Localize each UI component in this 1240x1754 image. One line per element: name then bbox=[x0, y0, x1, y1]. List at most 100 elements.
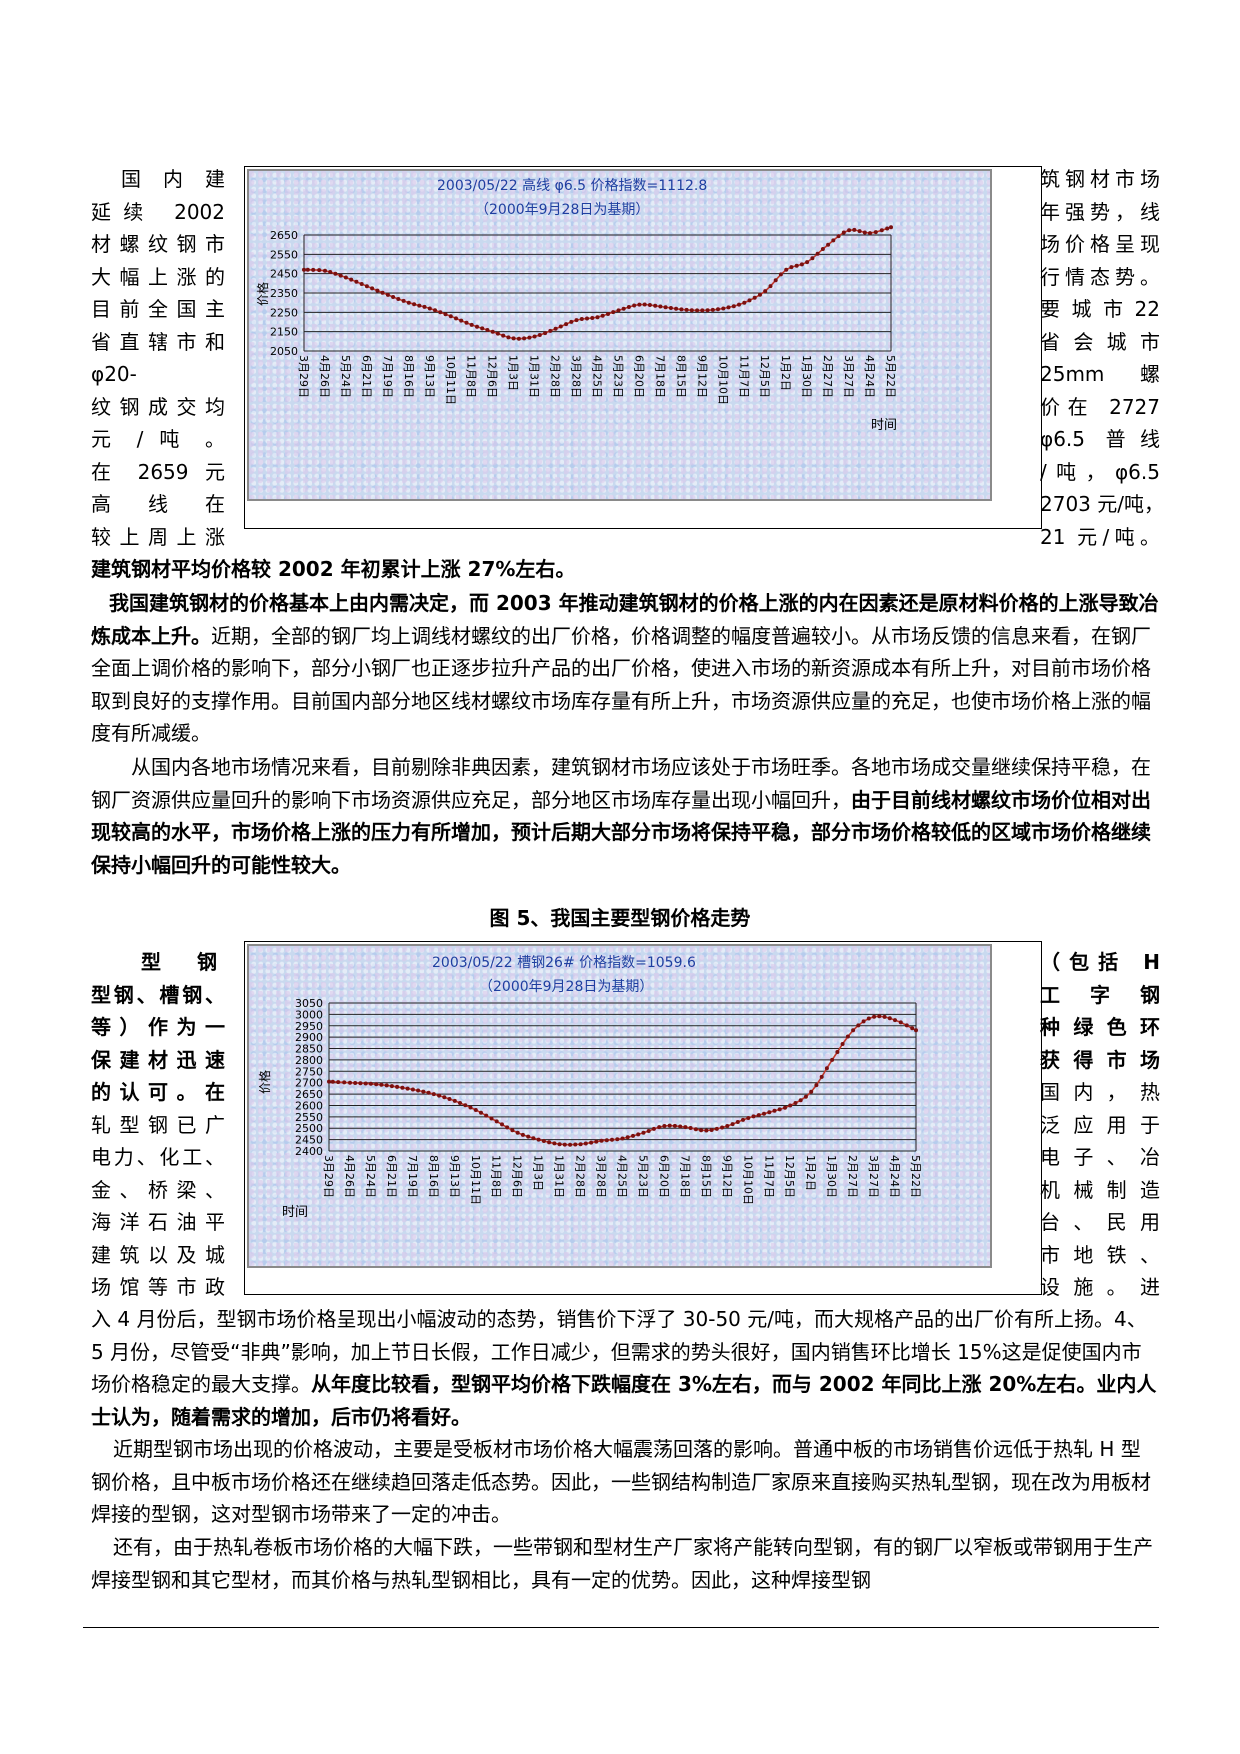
side-text-line: 设施。进 bbox=[1040, 1275, 1160, 1299]
side-text-line: 场价格呈现 bbox=[1040, 232, 1160, 256]
data-point bbox=[631, 1133, 635, 1138]
data-point bbox=[857, 229, 862, 234]
x-tick-label: 3月28日 bbox=[595, 1155, 608, 1198]
side-text-line: 种绿色环 bbox=[1040, 1015, 1160, 1039]
x-tick-label: 7月19日 bbox=[381, 355, 394, 398]
side-text-line: 金、桥梁、 bbox=[91, 1177, 225, 1202]
x-tick-label: 2月28日 bbox=[574, 1155, 587, 1198]
data-point bbox=[422, 304, 427, 309]
data-point bbox=[674, 306, 679, 311]
data-point bbox=[720, 1125, 725, 1130]
data-point bbox=[505, 1125, 510, 1130]
data-point bbox=[469, 322, 474, 327]
data-point bbox=[879, 228, 884, 233]
y-tick-label: 2950 bbox=[295, 1020, 323, 1033]
data-point bbox=[427, 306, 432, 311]
x-tick-label: 8月16日 bbox=[402, 355, 415, 398]
data-point bbox=[667, 1123, 672, 1128]
data-point bbox=[353, 1081, 358, 1085]
data-point bbox=[788, 1103, 793, 1108]
data-point bbox=[421, 1089, 426, 1094]
data-point bbox=[803, 1094, 808, 1099]
data-point bbox=[679, 307, 684, 312]
data-point bbox=[342, 1080, 347, 1085]
data-point bbox=[311, 267, 316, 272]
data-point bbox=[726, 305, 731, 310]
side-text-line: 型 钢 bbox=[141, 950, 217, 974]
side-text-line: φ20- bbox=[91, 362, 137, 386]
side-text-line: 元 / 吨 。 bbox=[91, 427, 225, 451]
side-text-line: 等）作为一 bbox=[91, 1015, 225, 1039]
data-point bbox=[678, 1124, 683, 1129]
data-point bbox=[710, 307, 715, 312]
side-text-line: 轧型钢已广 bbox=[91, 1112, 225, 1137]
data-point bbox=[454, 316, 458, 321]
figure-5-caption: 图 5、我国主要型钢价格走势 bbox=[489, 906, 751, 930]
side-text-line: 国内，热 bbox=[1040, 1080, 1160, 1104]
data-point bbox=[368, 1081, 373, 1086]
data-point bbox=[695, 308, 700, 313]
data-point bbox=[359, 282, 364, 286]
data-point bbox=[464, 320, 469, 325]
left-column-text-1: 国内建 延续 2002 材螺纹钢市 大幅上涨的 目前全国主 省直辖市和 φ20- 纹钢成交均元… bbox=[91, 163, 225, 553]
data-point bbox=[305, 267, 310, 272]
paragraph-3-text: 从国内各地市场情况来看，目前剔除非典因素，建筑钢材市场应该处于市场旺季。各地市场… bbox=[91, 755, 1151, 812]
data-point bbox=[515, 1130, 520, 1135]
line-chart-wire-rod: 2003/05/22 高线 φ6.5 价格指数=1112.8 （2000年9月28… bbox=[255, 177, 897, 433]
data-point bbox=[767, 1110, 772, 1115]
data-point bbox=[709, 1128, 714, 1132]
data-point bbox=[700, 308, 705, 313]
x-tick-label: 4月26日 bbox=[343, 1155, 356, 1198]
data-point bbox=[442, 1095, 447, 1100]
x-tick-label: 5月24日 bbox=[364, 1155, 377, 1198]
data-point bbox=[904, 1023, 909, 1028]
paragraph-5: 近期型钢市场出现的价格波动，主要是受板材市场价格大幅震荡回落的影响。普通中板的市… bbox=[91, 1433, 1159, 1531]
data-point bbox=[662, 1124, 667, 1128]
data-point bbox=[805, 260, 810, 265]
data-point bbox=[620, 1136, 625, 1141]
data-point bbox=[621, 306, 626, 311]
data-point bbox=[599, 1138, 604, 1143]
data-point bbox=[793, 1101, 798, 1105]
data-point bbox=[758, 292, 762, 297]
x-tick-label: 12月6日 bbox=[486, 355, 499, 398]
data-point bbox=[887, 1016, 892, 1021]
x-tick-label: 4月24日 bbox=[888, 1155, 901, 1198]
data-point bbox=[794, 263, 799, 268]
data-point bbox=[889, 225, 893, 230]
x-tick-label: 3月28日 bbox=[570, 355, 583, 398]
y-tick-label: 2600 bbox=[295, 1099, 323, 1112]
x-tick-label: 2月27日 bbox=[846, 1155, 859, 1198]
data-point bbox=[773, 278, 778, 283]
price-chart-rebar: 2003/05/22 高线 φ6.5 价格指数=1112.8 （2000年9月28… bbox=[244, 166, 1042, 529]
x-tick-label: 4月26日 bbox=[318, 355, 331, 398]
x-tick-label: 1月31日 bbox=[553, 1155, 566, 1198]
data-point bbox=[910, 1026, 915, 1031]
data-point bbox=[741, 1117, 745, 1122]
data-point bbox=[448, 314, 453, 319]
data-point bbox=[401, 298, 406, 303]
data-point bbox=[746, 1116, 751, 1120]
data-point bbox=[873, 230, 878, 235]
side-text-line: 海洋石油平 bbox=[91, 1210, 225, 1234]
data-point bbox=[343, 275, 348, 280]
y-tick-label: 2450 bbox=[295, 1134, 323, 1147]
paragraph-4-bold: 从年度比较看，型钢平均价格下跌幅度在 3%左右，而与 2002 年同比上涨 20… bbox=[91, 1372, 1157, 1429]
data-point bbox=[323, 268, 327, 273]
x-tick-label: 10月10日 bbox=[716, 355, 729, 405]
series-line bbox=[304, 226, 892, 340]
y-axis-label: 价格 bbox=[255, 282, 270, 306]
data-point bbox=[742, 300, 747, 305]
x-tick-label: 1月3日 bbox=[507, 355, 520, 391]
y-tick-label: 2850 bbox=[295, 1043, 323, 1056]
data-point bbox=[364, 284, 369, 289]
side-text-line: 较上周上涨 bbox=[91, 524, 225, 549]
x-axis-label: 时间 bbox=[871, 418, 897, 433]
x-tick-label: 5月22日 bbox=[884, 355, 897, 398]
data-point bbox=[574, 318, 579, 323]
x-tick-label: 1月2日 bbox=[804, 1155, 817, 1191]
data-point bbox=[762, 1111, 766, 1116]
data-point bbox=[716, 307, 720, 312]
data-point bbox=[893, 1018, 897, 1023]
side-text-line: 高 线 在 bbox=[91, 492, 225, 516]
